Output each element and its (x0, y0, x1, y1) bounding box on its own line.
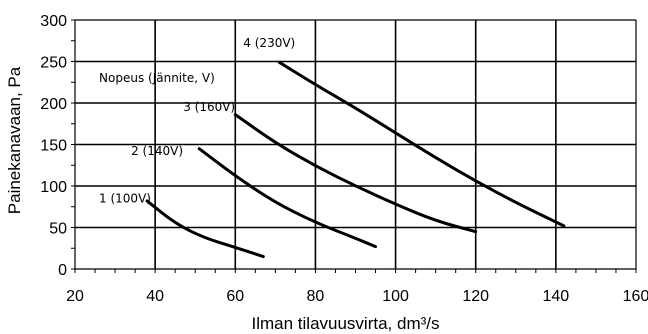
y-tick-label: 300 (40, 13, 67, 30)
series-line-1 (147, 201, 263, 257)
y-tick-label: 0 (58, 262, 67, 279)
series-line-3 (235, 115, 475, 232)
series-label-3: 3 (160V) (183, 100, 235, 114)
x-tick-label: 100 (382, 288, 409, 305)
x-tick-label: 160 (623, 288, 648, 305)
tick-labels: 20 40 60 80 100 120 140 160 0 50 100 150 200 250 300 (40, 13, 648, 305)
series-line-2 (199, 149, 375, 247)
y-tick-label: 200 (40, 96, 67, 113)
x-axis-title: Ilman tilavuusvirta, dm³/s (252, 314, 440, 333)
annotation-text: Nopeus (Jännite, V) (99, 71, 215, 85)
x-tick-label: 80 (307, 288, 325, 305)
x-tick-label: 60 (226, 288, 244, 305)
y-tick-label: 150 (40, 138, 67, 155)
y-axis-title: Painekanavaan, Pa (5, 66, 24, 214)
x-tick-label: 120 (462, 288, 489, 305)
x-tick-label: 20 (66, 288, 84, 305)
y-tick-label: 100 (40, 179, 67, 196)
y-tick-label: 250 (40, 55, 67, 72)
x-tick-label: 140 (543, 288, 570, 305)
x-tick-label: 40 (146, 288, 164, 305)
series-label-2: 2 (140V) (131, 144, 183, 158)
series-label-1: 1 (100V) (99, 191, 151, 205)
y-tick-label: 50 (49, 221, 67, 238)
series-label-4: 4 (230V) (243, 36, 295, 50)
